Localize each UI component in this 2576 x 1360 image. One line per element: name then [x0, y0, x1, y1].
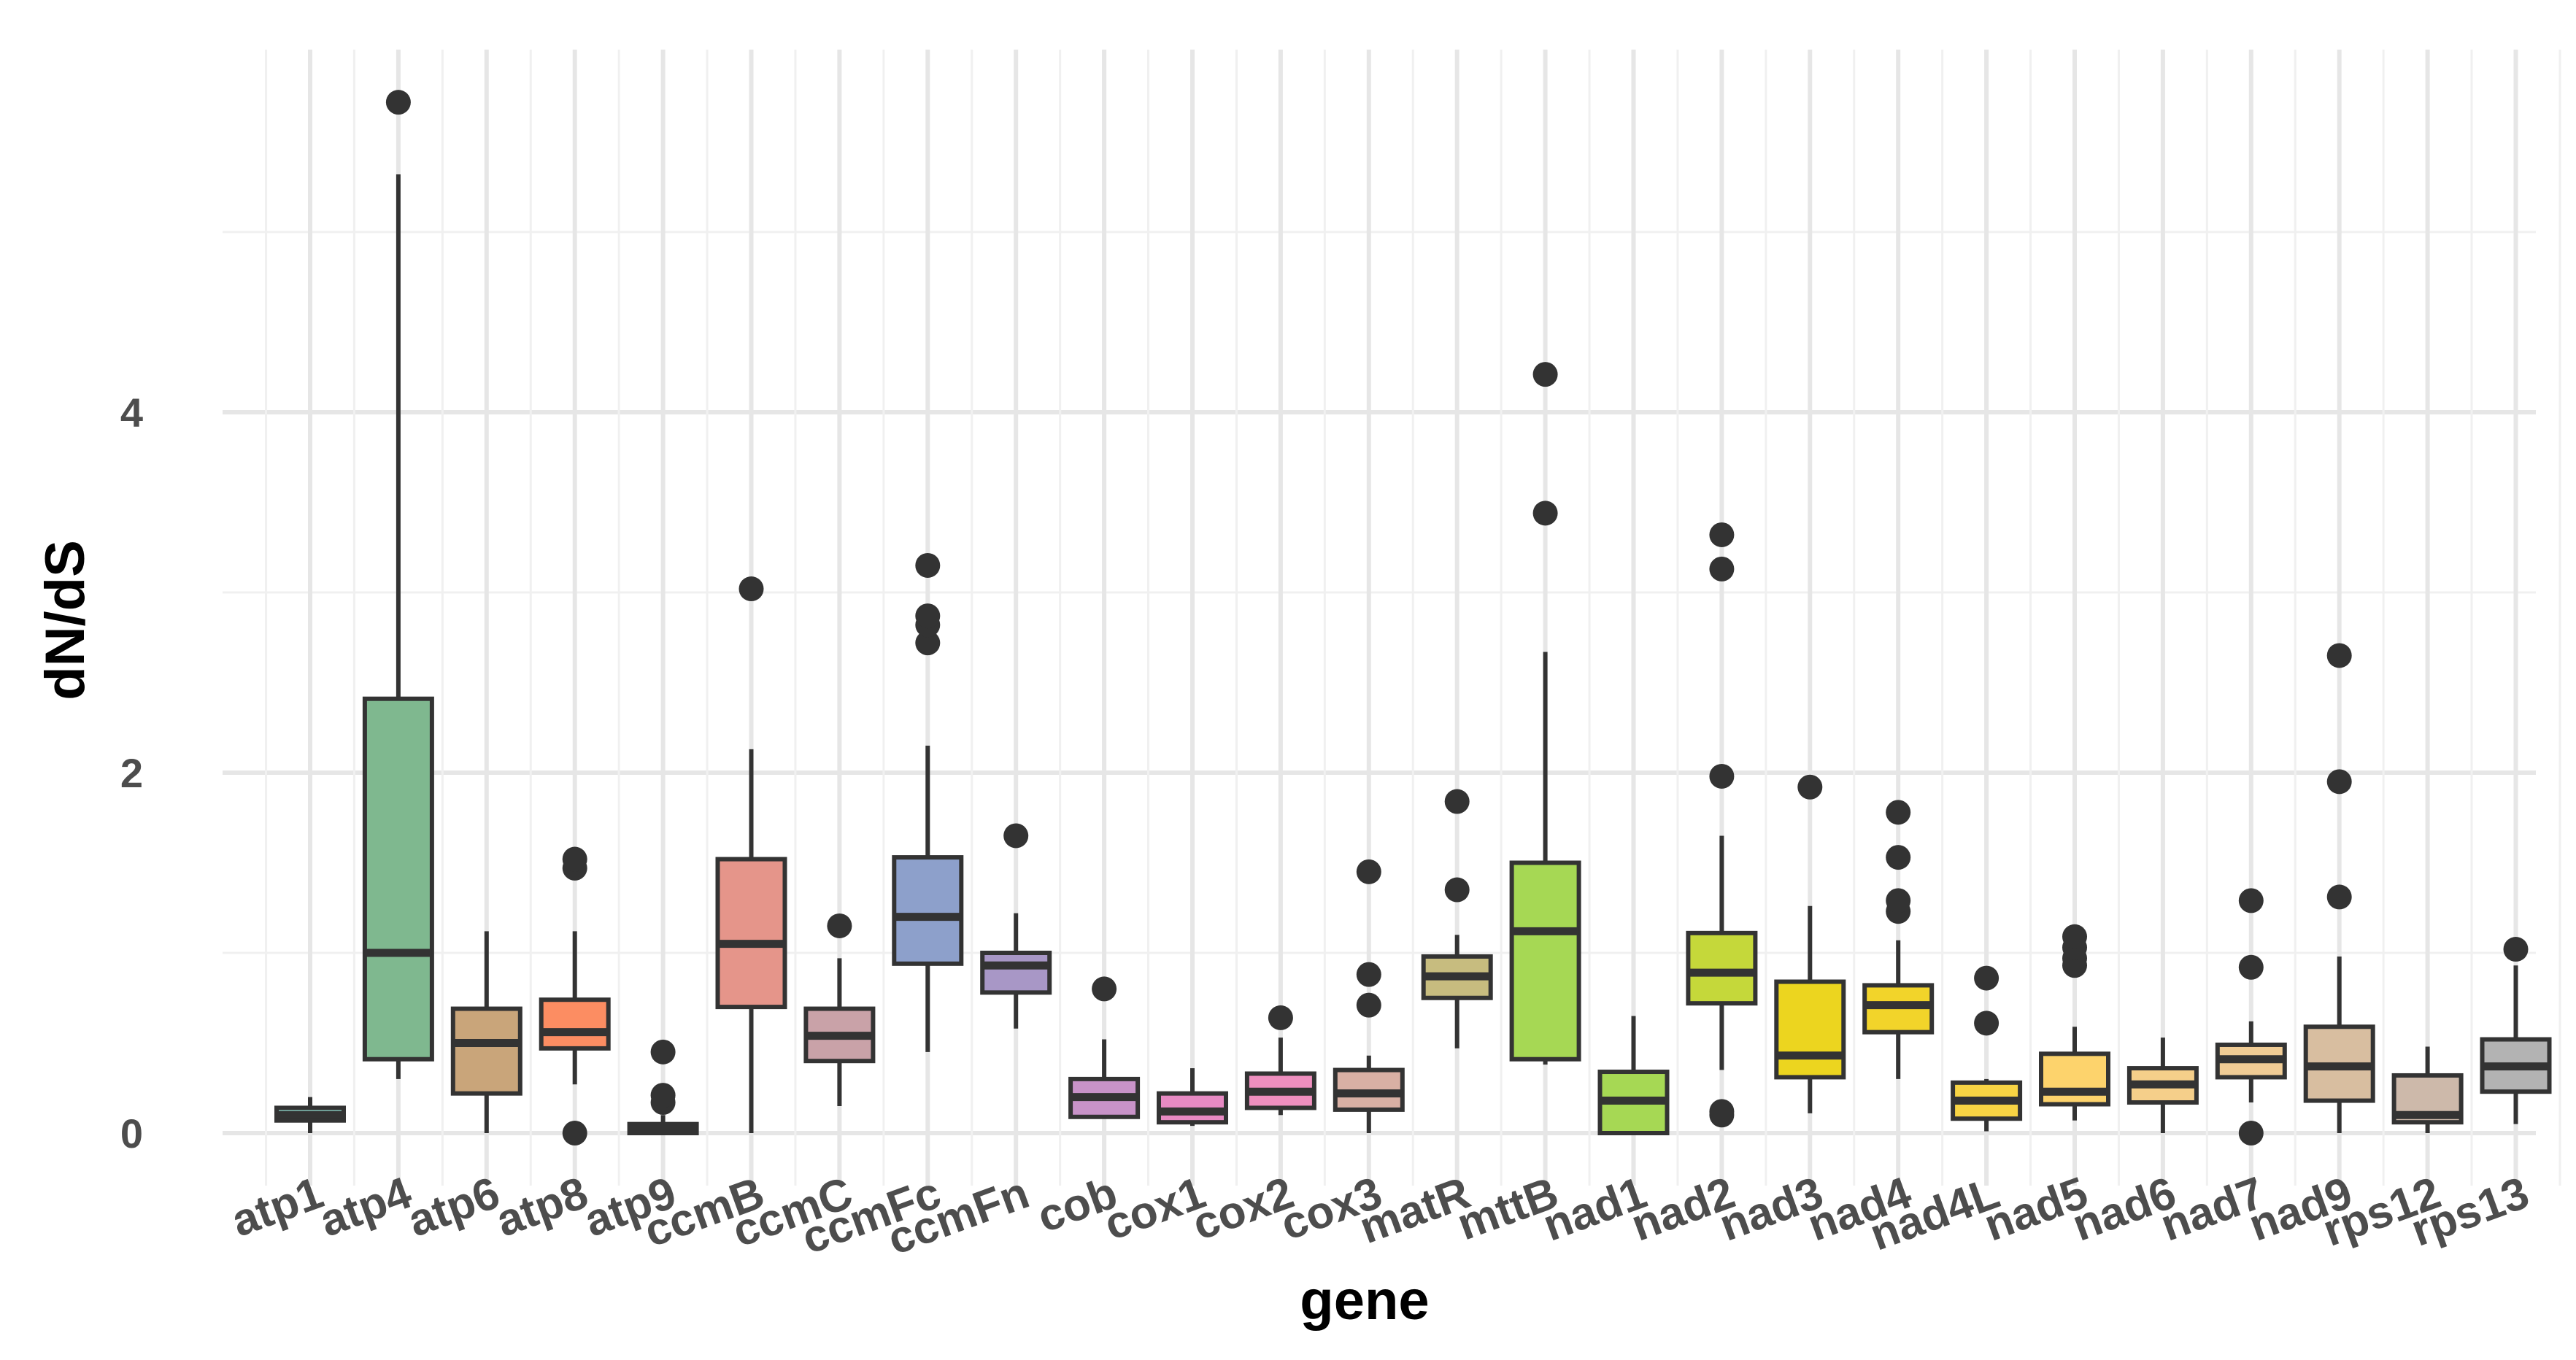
- outlier-point: [1886, 800, 1911, 825]
- outlier-point: [2062, 924, 2087, 949]
- box-cob: [1068, 976, 1141, 1119]
- outlier-point: [1356, 962, 1381, 987]
- box-cox3: [1333, 859, 1405, 1133]
- outlier-point: [1356, 992, 1381, 1018]
- box-nad3: [1774, 774, 1846, 1113]
- outlier-point: [1974, 1011, 2000, 1036]
- box-nad4: [1862, 800, 1935, 1079]
- x-axis-ticks: atp1atp4atp6atp8atp9ccmBccmCccmFcccmFnco…: [225, 1167, 2535, 1264]
- box-atp9: [627, 1039, 699, 1136]
- x-axis-title: gene: [1300, 1270, 1429, 1332]
- box-body: [980, 951, 1052, 995]
- outlier-point: [1797, 774, 1823, 800]
- box-nad1: [1597, 1016, 1670, 1136]
- box-series: [274, 90, 2552, 1145]
- x-tick-label: atp1: [225, 1167, 329, 1246]
- box-body: [450, 1006, 522, 1096]
- outlier-point: [1356, 859, 1381, 884]
- outlier-point: [2326, 643, 2352, 668]
- x-tick-label: atp4: [313, 1167, 418, 1247]
- outlier-point: [915, 603, 941, 629]
- x-tick-label: atp6: [401, 1167, 506, 1246]
- box-nad5: [2039, 924, 2110, 1121]
- box-atp6: [450, 931, 522, 1133]
- box-body: [715, 857, 787, 1010]
- box-nad6: [2126, 1038, 2199, 1133]
- outlier-point: [1886, 888, 1911, 913]
- box-nad4L: [1951, 965, 2023, 1132]
- box-mttB: [1509, 362, 1581, 1065]
- box-atp4: [362, 90, 434, 1079]
- box-atp1: [274, 1097, 346, 1133]
- box-body: [539, 997, 611, 1051]
- box-body: [1686, 930, 1758, 1006]
- outlier-point: [915, 630, 941, 656]
- box-ccmB: [715, 576, 787, 1133]
- outlier-point: [1709, 556, 1735, 582]
- outlier-point: [1268, 1005, 1293, 1030]
- box-body: [892, 855, 964, 966]
- box-body: [1509, 860, 1581, 1062]
- box-matR: [1421, 789, 1493, 1048]
- box-atp8: [539, 846, 611, 1145]
- box-rps12: [2391, 1046, 2464, 1133]
- outlier-point: [2238, 1121, 2264, 1145]
- outlier-point: [650, 1039, 676, 1065]
- box-body: [2039, 1051, 2110, 1107]
- y-axis-ticks: 0 2 4: [120, 390, 143, 1156]
- outlier-point: [1709, 1099, 1735, 1124]
- outlier-point: [1709, 763, 1735, 789]
- outlier-point: [1532, 362, 1558, 387]
- y-axis-title: dN/dS: [34, 540, 96, 700]
- outlier-point: [562, 846, 587, 872]
- box-nad2: [1686, 522, 1758, 1128]
- y-tick-label: 4: [120, 390, 143, 436]
- outlier-point: [1092, 976, 1117, 1002]
- outlier-point: [385, 90, 411, 115]
- outlier-point: [1532, 501, 1558, 526]
- outlier-point: [650, 1083, 676, 1108]
- outlier-point: [1974, 965, 2000, 991]
- y-tick-label: 0: [120, 1110, 143, 1156]
- outlier-point: [1444, 789, 1470, 814]
- box-ccmC: [803, 913, 876, 1106]
- outlier-point: [739, 576, 764, 602]
- outlier-point: [2238, 888, 2264, 913]
- box-nad9: [2303, 643, 2375, 1133]
- outlier-point: [1709, 522, 1735, 547]
- outlier-point: [2503, 937, 2529, 962]
- x-tick-label: atp8: [490, 1167, 594, 1246]
- box-cox1: [1157, 1068, 1228, 1127]
- outlier-point: [1003, 823, 1029, 849]
- outlier-point: [1886, 845, 1911, 870]
- outlier-point: [2326, 884, 2352, 910]
- outlier-point: [2238, 954, 2264, 980]
- outlier-point: [827, 913, 852, 938]
- box-nad7: [2215, 888, 2287, 1145]
- box-rps13: [2480, 937, 2552, 1124]
- box-cox2: [1244, 1005, 1316, 1116]
- box-body: [1774, 979, 1846, 1080]
- outlier-point: [915, 552, 941, 578]
- outlier-point: [2326, 769, 2352, 795]
- box-ccmFc: [892, 552, 964, 1052]
- box-ccmFn: [980, 823, 1052, 1029]
- y-tick-label: 2: [120, 750, 143, 796]
- box-body: [362, 696, 434, 1062]
- outlier-point: [562, 1121, 587, 1145]
- outlier-point: [1444, 877, 1470, 903]
